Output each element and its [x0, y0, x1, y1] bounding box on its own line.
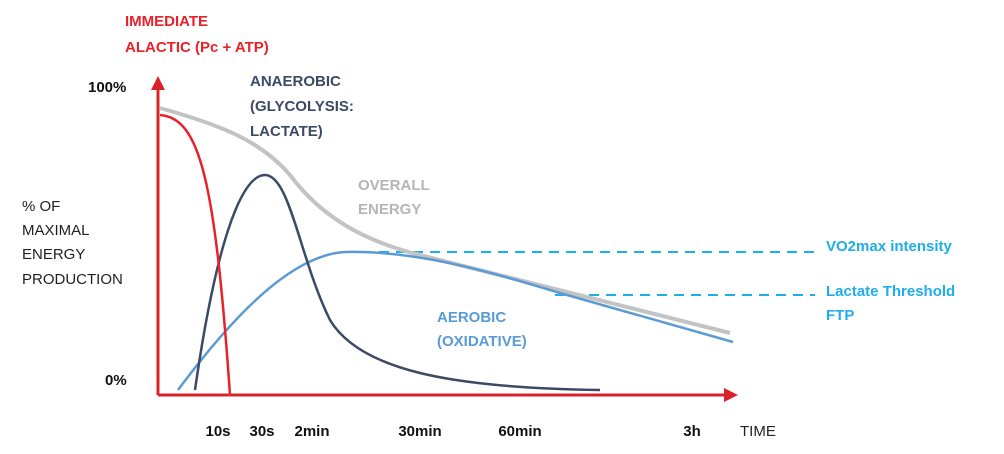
y-top-label: 100%	[88, 79, 126, 96]
anaerobic-label: (GLYCOLYSIS:	[250, 98, 354, 115]
anaerobic-label: ANAEROBIC	[250, 73, 341, 90]
overall-label: ENERGY	[358, 201, 421, 218]
y-axis-label: ENERGY	[22, 246, 85, 263]
aerobic-label: (OXIDATIVE)	[437, 333, 527, 350]
x-axis-arrow	[724, 388, 738, 402]
ftp-label: FTP	[826, 307, 854, 324]
x-tick-label: 10s	[205, 423, 230, 440]
aerobic-curve	[176, 250, 734, 391]
y-axis-label: PRODUCTION	[22, 271, 123, 288]
x-tick-label: 30s	[249, 423, 274, 440]
alactic-label: ALACTIC (Pc + ATP)	[125, 39, 269, 56]
x-tick-label: 3h	[683, 423, 701, 440]
x-axis-label: TIME	[740, 423, 776, 440]
alactic-label: IMMEDIATE	[125, 13, 208, 30]
aerobic-label: AEROBIC	[437, 309, 506, 326]
y-bottom-label: 0%	[105, 372, 127, 389]
x-tick-label: 30min	[398, 423, 441, 440]
y-axis-arrow	[151, 76, 165, 90]
vo2max-label: VO2max intensity	[826, 238, 953, 255]
overall-curve	[159, 106, 731, 335]
anaerobic-label: LACTATE)	[250, 123, 323, 140]
y-axis-label: % OF	[22, 198, 60, 215]
overall-label: OVERALL	[358, 177, 430, 194]
y-axis-label: MAXIMAL	[22, 222, 90, 239]
alactic-curve	[159, 113, 232, 396]
anaerobic-curve	[193, 173, 601, 392]
x-tick-label: 60min	[498, 423, 541, 440]
x-tick-label: 2min	[294, 423, 329, 440]
lactate-threshold-label: Lactate Threshold	[826, 283, 955, 300]
